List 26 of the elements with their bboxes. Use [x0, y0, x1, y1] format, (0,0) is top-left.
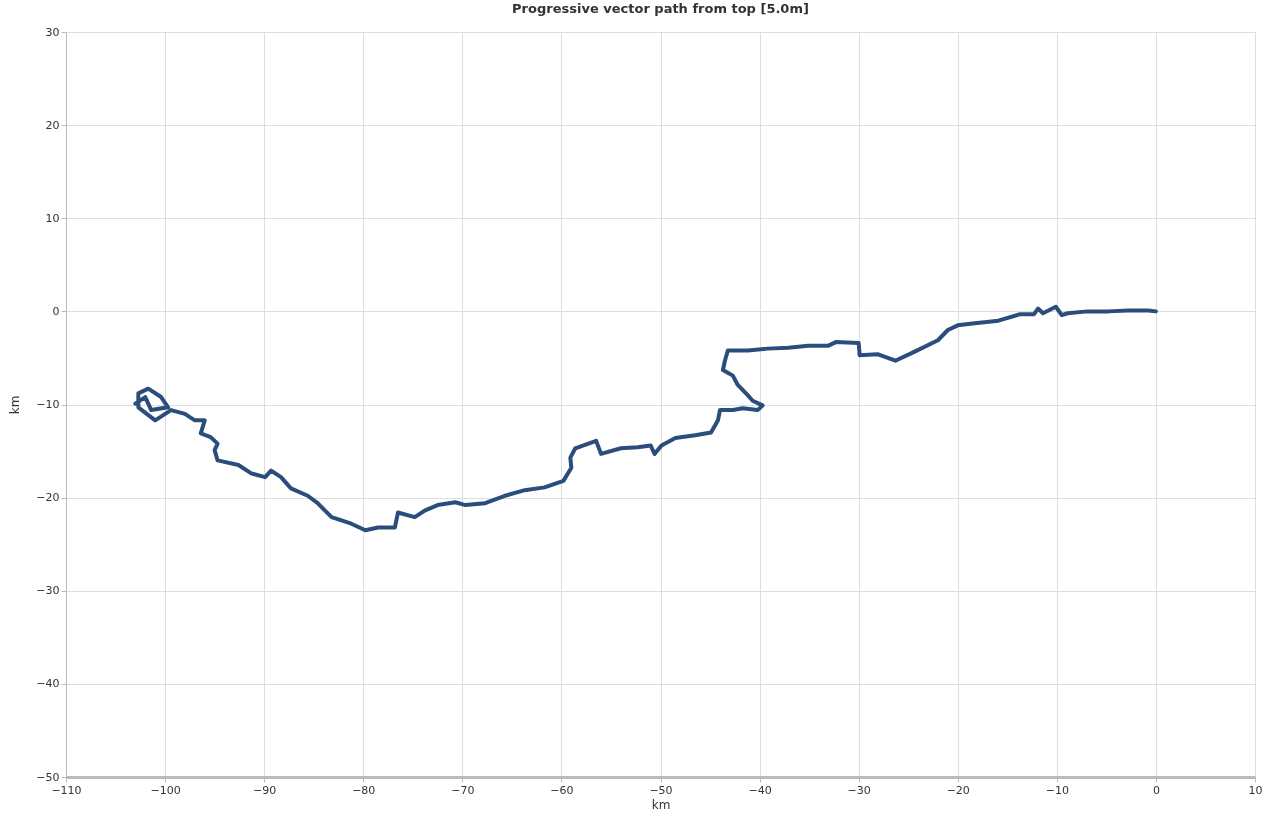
x-tick-label: −20 — [946, 783, 970, 797]
x-tick-label: 0 — [1152, 783, 1160, 797]
y-axis-title: km — [8, 395, 23, 415]
x-tick-label: −60 — [550, 783, 574, 797]
x-tick-label: 10 — [1248, 783, 1263, 797]
y-tick-label: 20 — [45, 118, 60, 132]
x-tick-label: −10 — [1045, 783, 1069, 797]
x-tick-label: −40 — [748, 783, 772, 797]
x-tick-label: −70 — [451, 783, 475, 797]
y-tick-label: −20 — [36, 491, 60, 505]
x-tick-label: −80 — [352, 783, 376, 797]
y-tick-label: 0 — [52, 304, 60, 318]
x-tick-label: −90 — [253, 783, 277, 797]
y-tick-label: 30 — [45, 25, 60, 39]
x-axis-title: km — [651, 797, 671, 812]
y-tick-label: 10 — [45, 211, 60, 225]
x-tick-label: −100 — [150, 783, 181, 797]
y-tick-label: −50 — [36, 770, 60, 784]
x-tick-label: −30 — [847, 783, 871, 797]
y-tick-label: −30 — [36, 584, 60, 598]
line-series — [133, 304, 1158, 533]
y-tick-label: −10 — [36, 398, 60, 411]
y-tick-label: −40 — [36, 677, 60, 691]
chart-title: Progressive vector path from top [5.0m] — [512, 1, 809, 16]
x-tick-label: −110 — [51, 783, 82, 797]
x-tick-label: −50 — [649, 783, 673, 797]
